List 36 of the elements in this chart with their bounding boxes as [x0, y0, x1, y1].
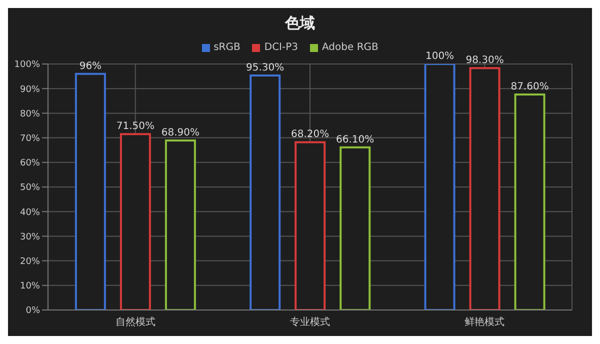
bar	[250, 74, 281, 310]
data-label: 71.50%	[116, 121, 155, 132]
data-label: 100%	[425, 51, 454, 62]
bar	[469, 67, 500, 310]
data-label: 95.30%	[246, 62, 284, 74]
bar	[74, 72, 106, 310]
x-tick-label: 自然模式	[115, 316, 156, 328]
y-tick-label: 10%	[20, 282, 40, 292]
bar	[424, 64, 456, 310]
bar	[120, 133, 151, 310]
data-label: 87.60%	[510, 82, 549, 93]
data-label: 98.30%	[466, 55, 504, 66]
data-label: 96%	[79, 60, 102, 72]
y-tick-label: 100%	[14, 60, 40, 70]
bar	[164, 140, 196, 310]
y-tick-label: 50%	[20, 183, 40, 194]
legend-label: DCI-P3	[264, 42, 298, 53]
bar	[294, 141, 326, 310]
y-tick-label: 80%	[20, 109, 40, 120]
y-tick-label: 0%	[26, 306, 40, 316]
y-tick-label: 60%	[20, 158, 40, 169]
legend-label: sRGB	[214, 42, 240, 53]
data-label: 66.10%	[336, 134, 374, 146]
chart-title: 色域	[284, 13, 316, 34]
bar	[340, 146, 371, 310]
data-label: 68.90%	[161, 128, 200, 139]
bar	[514, 94, 546, 310]
y-tick-label: 20%	[20, 256, 40, 267]
x-tick-label: 鲜艳模式	[464, 316, 505, 328]
y-tick-label: 70%	[20, 134, 40, 144]
legend-label: Adobe RGB	[322, 42, 378, 53]
data-label: 68.20%	[291, 129, 330, 140]
y-tick-label: 30%	[20, 232, 40, 242]
y-tick-label: 90%	[20, 84, 40, 95]
y-tick-label: 40%	[20, 208, 40, 218]
x-tick-label: 专业模式	[290, 316, 330, 328]
